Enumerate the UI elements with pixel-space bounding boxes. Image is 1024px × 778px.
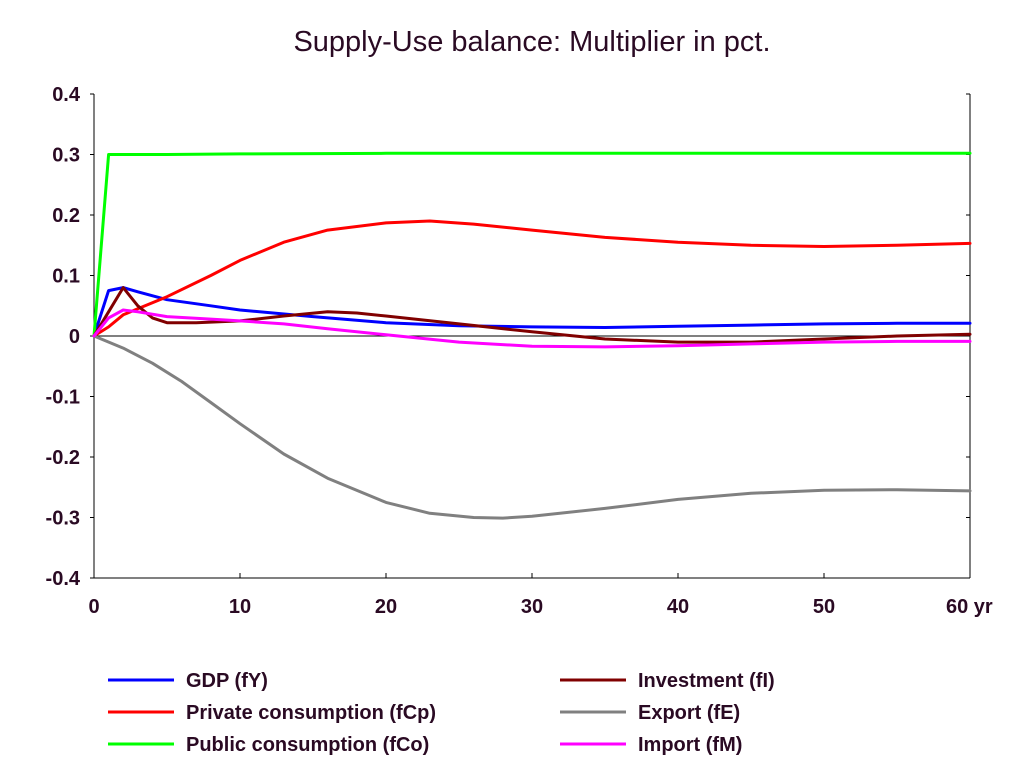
y-tick-label: -0.3 [46,508,80,530]
chart-series [92,151,972,520]
series-line [92,286,972,338]
x-tick-label: 50 [813,596,835,618]
y-tick-label: 0.4 [52,84,81,106]
chart-legend: GDP (fY) Private consumption (fCp) Public … [108,670,775,756]
series-line [92,286,972,344]
legend-label: GDP (fY) [186,670,268,692]
x-tick-label: 10 [229,596,251,618]
y-tick-label: 0.2 [52,205,80,227]
y-tick-label: -0.4 [46,568,81,590]
chart-title: Supply-Use balance: Multiplier in pct. [293,26,770,58]
x-tick-label: 60 yr [946,596,993,618]
y-tick-label: 0 [69,326,80,348]
x-tick-label: 30 [521,596,543,618]
y-tick-label: -0.1 [46,387,80,409]
legend-label: Private consumption (fCp) [186,702,436,724]
y-tick-label: -0.2 [46,447,80,469]
x-tick-label: 0 [88,596,99,618]
y-tick-label: 0.1 [52,266,80,288]
legend-label: Investment (fI) [638,670,775,692]
series-line [92,151,972,338]
legend-label: Import (fM) [638,734,742,756]
y-tick-label: 0.3 [52,145,80,167]
chart-axes: -0.4 -0.3 -0.2 -0.1 0 0.1 0.2 0.3 0.4 0 10 20 30 40 50… [46,84,993,618]
legend-label: Export (fE) [638,702,740,724]
x-tick-label: 20 [375,596,397,618]
x-tick-label: 40 [667,596,689,618]
series-line [92,308,972,349]
series-line [92,219,972,338]
series-line [92,334,972,520]
legend-label: Public consumption (fCo) [186,734,429,756]
